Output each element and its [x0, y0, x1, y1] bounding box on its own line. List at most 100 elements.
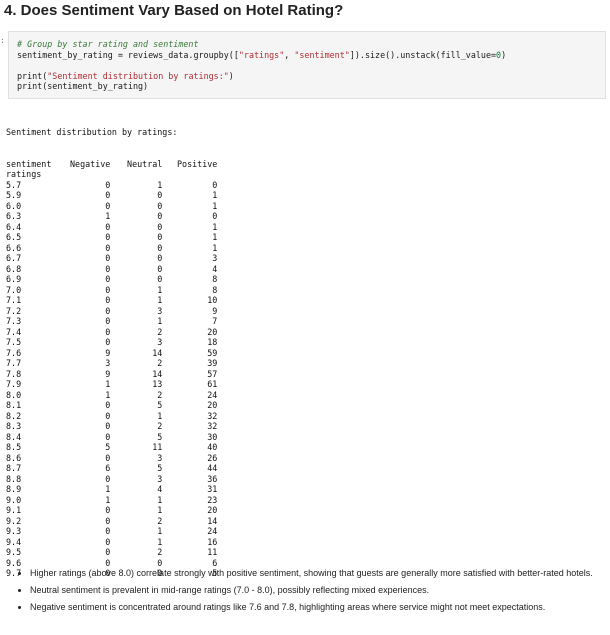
table-row: 8.4 0 5 30 — [6, 432, 217, 443]
neutral-cell: 0 — [157, 568, 163, 578]
rating-cell: 8.5 — [6, 442, 22, 452]
table-row: 7.6 9 14 59 — [6, 348, 217, 359]
negative-cell: 0 — [105, 515, 111, 526]
rating-cell: 8.1 — [6, 400, 22, 410]
neutral-cell: 1 — [157, 526, 163, 536]
negative-cell: 6 — [105, 463, 111, 473]
table-row: 9.1 0 1 20 — [6, 505, 217, 516]
positive-cell: 20 — [207, 505, 218, 515]
table-row: 7.0 0 1 8 — [6, 285, 217, 296]
negative-cell: 0 — [105, 326, 111, 337]
table-row: 6.8 0 0 4 — [6, 264, 217, 275]
rating-cell: 9.6 — [6, 557, 22, 568]
negative-cell: 0 — [105, 568, 111, 578]
neutral-cell: 0 — [157, 190, 163, 200]
table-row: 9.4 0 1 16 — [6, 537, 217, 548]
rating-cell: 9.3 — [6, 526, 22, 536]
positive-cell: 40 — [207, 442, 218, 452]
rating-cell: 7.3 — [6, 316, 22, 326]
table-row: 6.9 0 0 8 — [6, 274, 217, 285]
negative-cell: 0 — [105, 274, 111, 284]
rating-cell: 7.1 — [6, 295, 22, 305]
rating-cell: 6.8 — [6, 263, 22, 274]
positive-cell: 1 — [212, 221, 218, 232]
neutral-cell: 5 — [157, 400, 163, 410]
negative-cell: 0 — [105, 421, 111, 431]
table-row: 9.0 1 1 23 — [6, 495, 217, 506]
rating-cell: 7.7 — [6, 358, 22, 368]
table-row: 8.0 1 2 24 — [6, 390, 217, 401]
negative-cell: 0 — [105, 547, 111, 557]
negative-cell: 0 — [105, 284, 111, 295]
table-row: 7.3 0 1 7 — [6, 316, 217, 327]
neutral-cell: 0 — [157, 253, 163, 263]
negative-cell: 0 — [105, 337, 111, 347]
positive-cell: 39 — [207, 358, 218, 368]
rating-cell: 8.9 — [6, 484, 22, 494]
positive-cell: 3 — [212, 253, 218, 263]
code-line-print-df: print(sentiment_by_rating) — [17, 81, 149, 91]
table-row: 6.3 1 0 0 — [6, 211, 217, 222]
positive-cell: 18 — [207, 337, 218, 347]
table-row: 5.9 0 0 1 — [6, 190, 217, 201]
negative-cell: 0 — [105, 253, 111, 263]
header-negative: Negative — [70, 158, 111, 169]
negative-cell: 1 — [105, 379, 111, 389]
positive-cell: 20 — [207, 326, 218, 337]
negative-cell: 0 — [105, 473, 111, 484]
negative-cell: 9 — [105, 347, 111, 358]
table-row: 8.5 5 11 40 — [6, 442, 217, 453]
positive-cell: 57 — [207, 368, 218, 379]
index-label-row: ratings — [6, 169, 217, 180]
table-row: 8.7 6 5 44 — [6, 463, 217, 474]
rating-cell: 6.0 — [6, 200, 22, 211]
rating-cell: 7.9 — [6, 379, 22, 389]
code-cell[interactable]: # Group by star rating and sentiment sen… — [8, 31, 606, 99]
negative-cell: 0 — [105, 431, 111, 442]
table-row: 6.0 0 0 1 — [6, 201, 217, 212]
positive-cell: 4 — [212, 263, 218, 274]
neutral-cell: 2 — [157, 326, 163, 337]
positive-cell: 61 — [207, 379, 218, 389]
neutral-cell: 2 — [157, 515, 163, 526]
negative-cell: 0 — [105, 190, 111, 200]
neutral-cell: 0 — [157, 263, 163, 274]
negative-cell: 3 — [105, 358, 111, 368]
negative-cell: 0 — [105, 316, 111, 326]
neutral-cell: 2 — [157, 389, 163, 400]
positive-cell: 32 — [207, 421, 218, 431]
rating-cell: 9.1 — [6, 505, 22, 515]
neutral-cell: 5 — [157, 431, 163, 442]
rating-cell: 9.0 — [6, 494, 22, 505]
negative-cell: 0 — [105, 179, 111, 190]
header-neutral: Neutral — [127, 158, 163, 169]
positive-cell: 20 — [207, 400, 218, 410]
negative-cell: 0 — [105, 263, 111, 274]
negative-cell: 0 — [105, 400, 111, 410]
table-row: 8.3 0 2 32 — [6, 421, 217, 432]
positive-cell: 1 — [212, 200, 218, 211]
negative-cell: 1 — [105, 484, 111, 494]
rating-cell: 5.9 — [6, 190, 22, 200]
neutral-cell: 3 — [157, 473, 163, 484]
positive-cell: 6 — [212, 557, 218, 568]
positive-cell: 8 — [212, 284, 218, 295]
positive-cell: 16 — [207, 536, 218, 547]
table-row: 7.8 9 14 57 — [6, 369, 217, 380]
positive-cell: 36 — [207, 473, 218, 484]
positive-cell: 10 — [207, 295, 218, 305]
positive-cell: 23 — [207, 494, 218, 505]
rating-cell: 9.5 — [6, 547, 22, 557]
positive-cell: 26 — [207, 452, 218, 463]
neutral-cell: 1 — [157, 316, 163, 326]
positive-cell: 14 — [207, 515, 218, 526]
neutral-cell: 13 — [152, 379, 163, 389]
insights-list: Higher ratings (above 8.0) correlate str… — [14, 566, 599, 617]
positive-cell: 5 — [212, 568, 218, 578]
neutral-cell: 3 — [157, 337, 163, 347]
table-row: 6.7 0 0 3 — [6, 253, 217, 264]
neutral-cell: 0 — [157, 557, 163, 568]
negative-cell: 1 — [105, 389, 111, 400]
positive-cell: 7 — [212, 316, 218, 326]
rating-cell: 6.7 — [6, 253, 22, 263]
